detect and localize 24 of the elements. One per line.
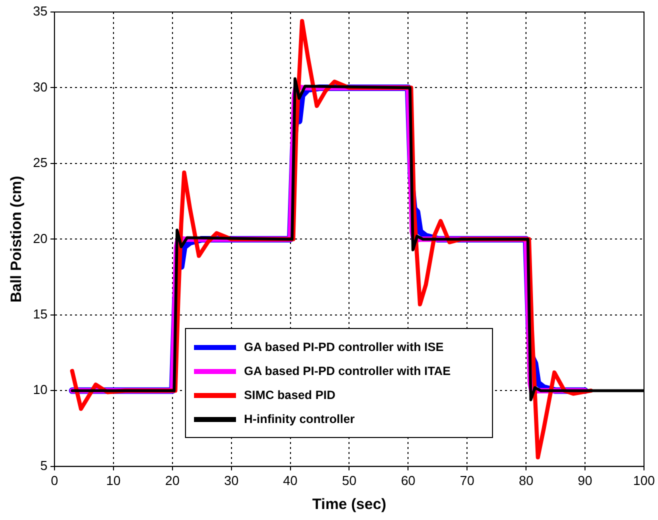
legend-label: GA based PI-PD controller with ISE [244, 340, 444, 354]
y-tick-label: 25 [32, 155, 48, 170]
x-tick-label: 80 [518, 472, 534, 488]
y-tick-label: 35 [32, 4, 48, 19]
x-tick-label: 0 [50, 472, 58, 488]
y-tick-label: 10 [32, 382, 48, 398]
x-axis-title: Time (sec) [312, 496, 386, 514]
x-tick-label: 20 [165, 472, 180, 488]
y-tick-label: 5 [40, 458, 48, 473]
x-tick-label: 50 [342, 472, 356, 488]
legend-label: SIMC based PID [244, 388, 336, 402]
x-tick-label: 70 [460, 472, 474, 488]
y-tick-label: 30 [32, 79, 48, 94]
legend-label: GA based PI-PD controller with ITAE [244, 364, 451, 378]
y-tick-label: 20 [32, 230, 48, 246]
y-axis-title: Ball Poistion (cm) [8, 176, 26, 303]
legend-label: H-infinity controller [244, 412, 355, 426]
x-tick-label: 90 [578, 472, 592, 488]
x-tick-label: 60 [400, 472, 416, 488]
y-tick-label: 15 [32, 306, 48, 322]
x-tick-label: 10 [106, 472, 121, 488]
x-tick-label: 40 [283, 472, 298, 488]
x-tick-label: 30 [224, 472, 239, 488]
x-tick-label: 100 [633, 472, 655, 488]
